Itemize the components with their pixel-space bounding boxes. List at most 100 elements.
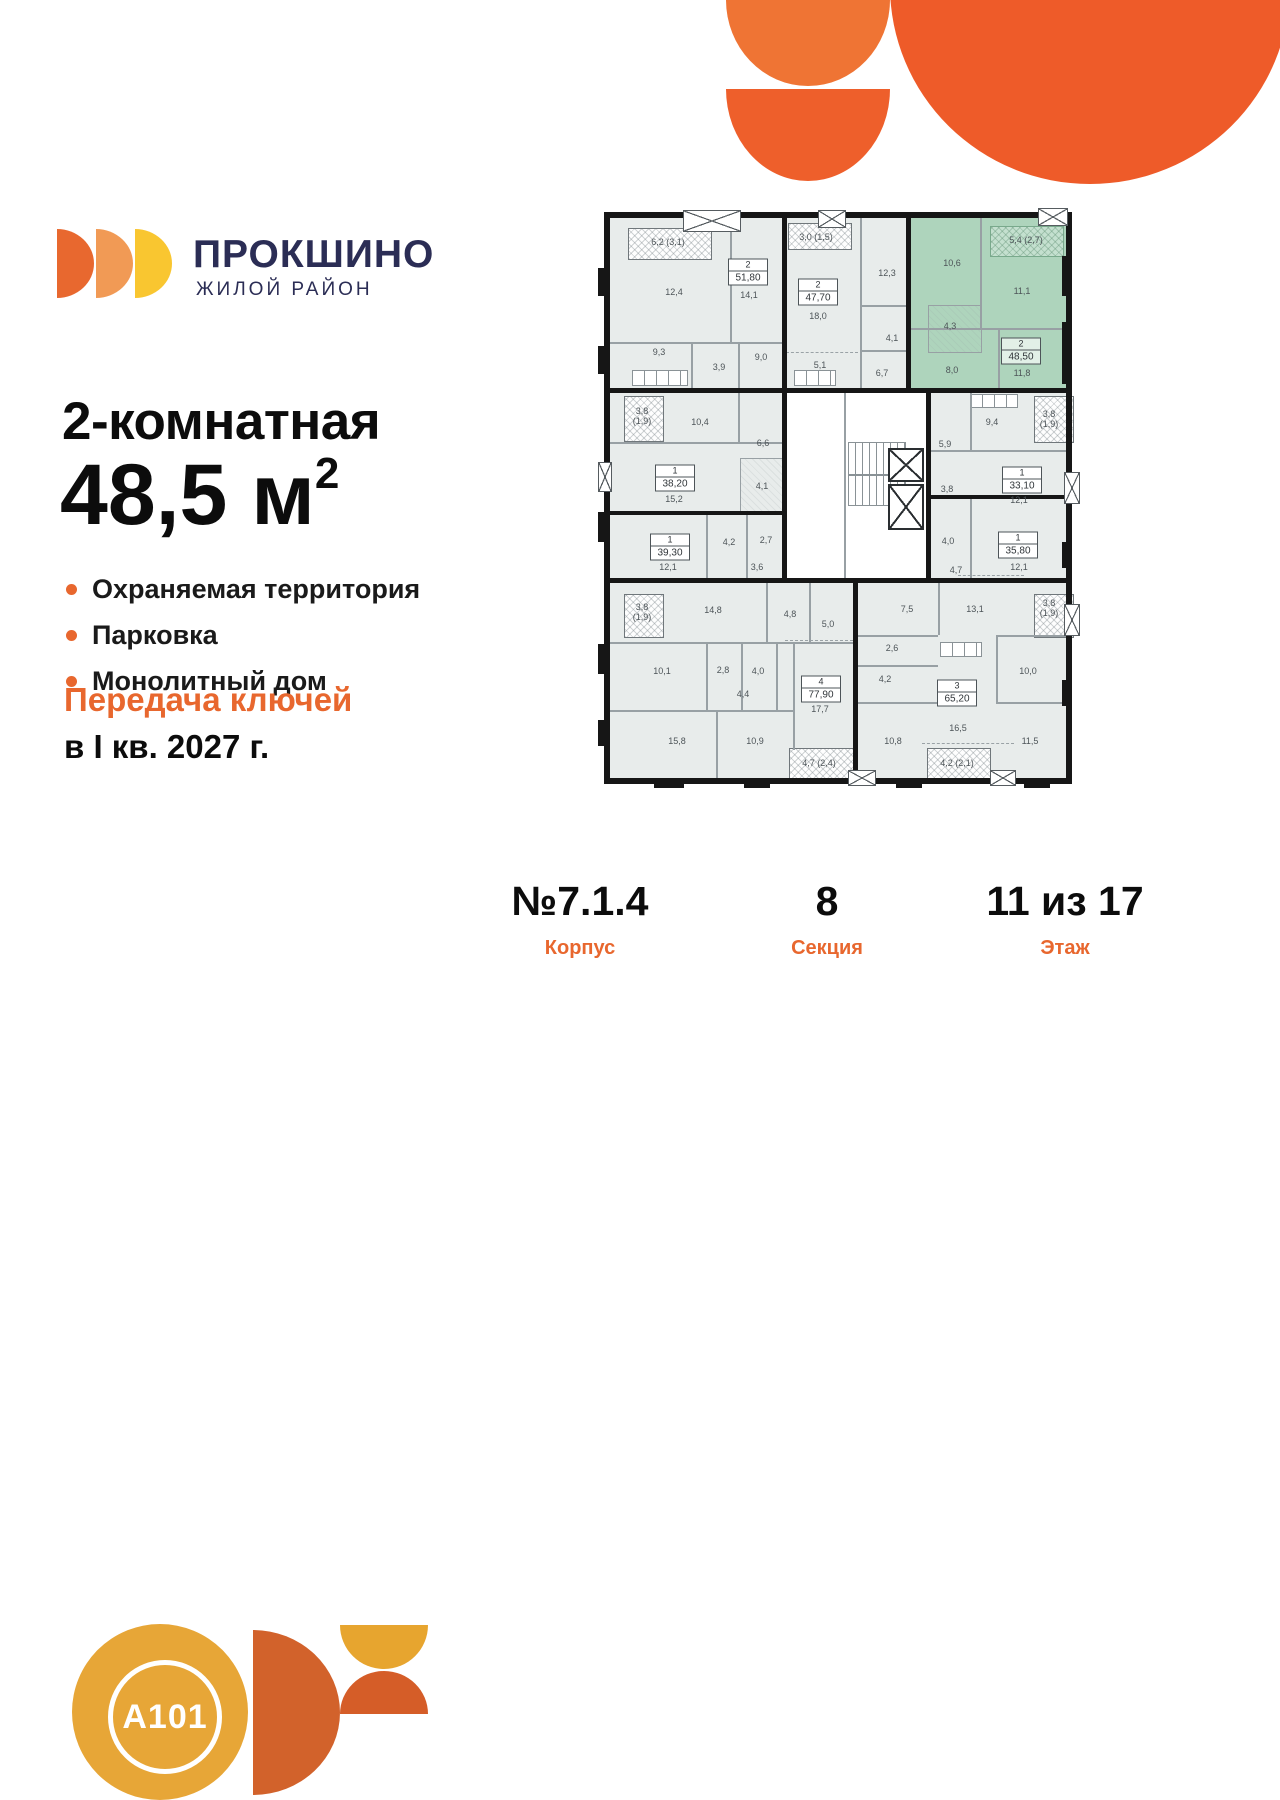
apartment-rooms-count: 1 [651,535,689,547]
wall-pier [1062,322,1072,384]
kitchen-niche-divider [786,352,858,353]
room-area-label: 14,8 [704,605,722,615]
keys-line-2: в I кв. 2027 г. [64,728,270,765]
apartment-label: 4 77,90 [801,675,841,703]
features-list: Охраняемая территория Парковка Монолитный … [66,566,506,704]
room-area-label: 11,1 [1013,286,1031,296]
apartment-rooms-count: 4 [802,677,840,689]
plan-room-labels-layer: 6,2 (3,1) 12,4 14,1 9,3 3,9 9,0 3,0 (1,5) 18,0 5… [598,212,1092,798]
balcony-4-7 [789,748,857,780]
vent-shaft-icon [1064,472,1080,504]
apartment-area: 35,80 [1005,545,1031,557]
wall [928,450,1072,452]
room-area-label: 12,1 [1010,562,1028,572]
wall [860,218,862,390]
room-area-label: 15,8 [668,736,686,746]
apartment-area: 33,10 [1009,480,1035,492]
wall [604,710,793,712]
apartment-rooms-count: 2 [729,260,767,272]
wall [855,702,938,704]
apartment-area: 77,90 [808,689,834,701]
balcony-left-bottom [624,594,664,638]
wall [855,665,938,667]
vent-shaft-icon [990,770,1016,786]
room-area-label: 2,6 [885,643,899,653]
inner-wall [906,212,911,390]
niche-divider [958,575,1024,576]
wall [738,344,740,390]
room-area-label: 4,4 [736,689,750,699]
elevator-icon [888,484,924,530]
apartment-rooms-count: 3 [938,681,976,693]
apartment-label: 2 51,80 [728,258,768,286]
offer-area-value: 48,5 м [60,447,315,543]
keys-line-1: Передача ключей [64,681,353,718]
info-column: 11 из 17 Этаж [955,878,1175,960]
room-area-label: 5,4 (2,7) [1009,235,1043,245]
room-area-label: 4,2 (2,1) [940,758,974,768]
apartment-area: 65,20 [944,693,970,705]
apartment-rooms-count: 2 [799,280,837,292]
inner-wall [604,578,1072,583]
wall [844,390,846,578]
wall [776,644,778,710]
room-area-label: 4,2 [722,537,736,547]
wall [980,218,982,328]
wall [938,580,940,635]
room-area-label: 10,4 [691,417,709,427]
bullet-dot-icon [66,675,77,687]
apartment-rooms-count: 1 [999,533,1037,545]
room-area-label: 4,1 [885,333,899,343]
niche-divider [785,640,853,641]
inner-wall [926,388,931,583]
deco-semicircle-top-1 [726,0,890,86]
info-label: Корпус [544,937,616,959]
wall-pier [1062,680,1072,706]
inner-wall [782,212,787,583]
wall [604,642,855,644]
vent-shaft-icon [598,462,612,492]
room-area-label: 10,8 [884,736,902,746]
wall [908,328,1072,330]
balcony-4-2 [927,748,991,780]
kitchen-fixtures-4 [940,642,982,657]
wall [970,499,972,578]
room-area-label: 5,0 [821,619,835,629]
apartment-label: 3 65,20 [937,679,977,707]
room-area-label: 4,2 [878,674,892,684]
room-area-label: 4,0 [941,536,955,546]
outer-wall-left [604,212,610,784]
wall-pier [1024,778,1050,788]
wall [706,644,708,710]
room-area-label: 3,6 [750,562,764,572]
bullet-dot-icon [66,629,77,641]
wall-pier [598,268,608,296]
apartment-label-highlighted: 2 48,50 [1001,337,1041,365]
wall [855,635,938,637]
apartment-area: 51,80 [735,272,761,284]
room-area-label: 14,1 [740,290,758,300]
room-area-label: 4,3 [943,321,957,331]
apartment-area: 39,30 [657,547,683,559]
info-value: №7.1.4 [511,878,649,924]
niche-divider [922,743,1014,744]
room-area-label: 17,7 [811,704,829,714]
brand-logo: ПРОКШИНО ЖИЛОЙ РАЙОН [0,0,470,300]
inner-wall [604,388,1072,393]
wall [860,350,908,352]
floor-plan: 6,2 (3,1) 12,4 14,1 9,3 3,9 9,0 3,0 (1,5) 18,0 5… [598,208,1092,798]
brand-logo-shape-1 [57,229,94,298]
wall [716,712,718,778]
wall [766,580,768,642]
info-column: №7.1.4 Корпус [470,878,690,960]
wall-pier [654,778,684,788]
room-area-label: 11,5 [1021,736,1039,746]
feature-label: Монолитный дом [92,665,327,696]
wall [860,305,908,307]
kitchen-fixtures-2 [794,370,836,386]
info-label: Секция [791,937,863,959]
room-area-label: 10,1 [653,666,671,676]
apartment-area: 47,70 [805,292,831,304]
feature-item: Монолитный дом [66,658,506,704]
room-area-label: 8,0 [945,365,959,375]
